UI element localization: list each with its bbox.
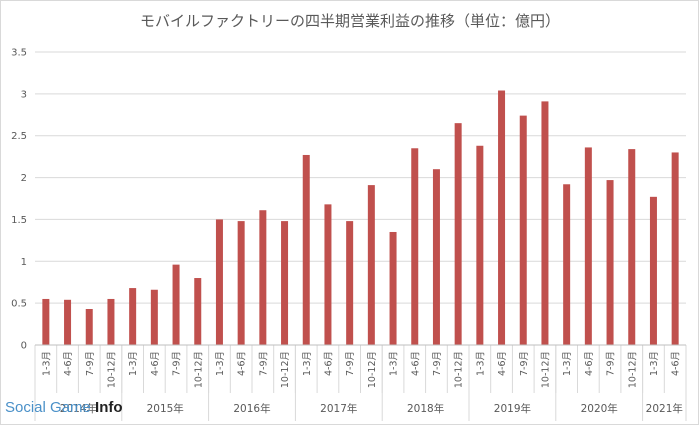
- x-category-label: 1-3月: [649, 351, 660, 376]
- bar: [389, 231, 397, 345]
- bar: [259, 210, 267, 345]
- bar: [628, 149, 636, 345]
- bar: [671, 152, 679, 345]
- bar: [281, 221, 289, 345]
- x-category-label: 4-6月: [671, 351, 682, 376]
- x-category-label: 1-3月: [41, 351, 52, 376]
- y-tick-label: 3: [21, 89, 27, 100]
- x-category-label: 4-6月: [410, 351, 421, 376]
- x-year-label: 2020年: [581, 402, 618, 415]
- y-tick-label: 2.5: [11, 131, 27, 142]
- y-tick-label: 2: [21, 173, 27, 184]
- bar: [563, 184, 571, 345]
- x-category-label: 7-9月: [85, 351, 96, 376]
- bar: [541, 101, 549, 346]
- bar: [237, 221, 245, 345]
- x-category-label: 7-9月: [606, 351, 617, 376]
- bar: [194, 278, 202, 345]
- bar: [454, 123, 462, 346]
- x-year-label: 2017年: [320, 402, 357, 415]
- bar: [606, 180, 614, 345]
- x-category-label: 7-9月: [172, 351, 183, 376]
- x-category-label: 4-6月: [323, 351, 334, 376]
- chart-title: モバイルファクトリーの四半期営業利益の推移（単位：億円）: [140, 12, 560, 30]
- watermark-logo: Social Game Info: [5, 399, 123, 416]
- x-category-label: 1-3月: [562, 351, 573, 376]
- x-category-label: 7-9月: [432, 351, 443, 376]
- x-year-label: 2014年: [60, 402, 97, 415]
- x-category-label: 10-12月: [540, 351, 551, 388]
- x-category-label: 7-9月: [258, 351, 269, 376]
- bar: [519, 115, 527, 345]
- y-tick-label: 0: [21, 341, 27, 352]
- x-category-label: 10-12月: [280, 351, 291, 388]
- bars: [42, 90, 679, 346]
- bar: [411, 148, 419, 345]
- bar: [302, 154, 310, 345]
- bar: [85, 309, 93, 345]
- bar: [324, 204, 332, 345]
- x-category-label: 7-9月: [519, 351, 530, 376]
- x-year-label: 2018年: [407, 402, 444, 415]
- watermark-text: Social Game: [5, 399, 96, 416]
- bar: [172, 264, 180, 345]
- x-category-label: 1-3月: [128, 351, 139, 376]
- y-axis-ticks: 0 0.5 1 1.5 2 2.5 3 3.5: [11, 48, 27, 352]
- bar: [346, 221, 354, 345]
- x-category-label: 4-6月: [584, 351, 595, 376]
- x-category-label: 4-6月: [237, 351, 248, 376]
- x-category-label: 10-12月: [193, 351, 204, 388]
- x-category-label: 10-12月: [106, 351, 117, 388]
- y-tick-label: 3.5: [11, 48, 27, 59]
- bar: [107, 298, 115, 345]
- grid-lines: [35, 51, 686, 346]
- x-category-label: 4-6月: [150, 351, 161, 376]
- bar: [498, 90, 506, 345]
- x-year-label: 2021年: [646, 402, 683, 415]
- x-axis: 1-3月 4-6月 7-9月 10-12月 1-3月 4-6月 7-9月 10-12月 1-3月…: [34, 344, 687, 421]
- x-category-label: 1-3月: [215, 351, 226, 376]
- bar: [476, 145, 484, 345]
- bar: [584, 147, 592, 345]
- x-category-label: 10-12月: [367, 351, 378, 388]
- x-category-label: 4-6月: [63, 351, 74, 376]
- bar: [150, 289, 158, 345]
- y-tick-label: 1.5: [11, 215, 27, 226]
- x-category-label: 4-6月: [497, 351, 508, 376]
- x-category-label: 10-12月: [454, 351, 465, 388]
- x-year-label: 2015年: [147, 402, 184, 415]
- x-year-label: 2016年: [233, 402, 270, 415]
- x-category-label: 1-3月: [302, 351, 313, 376]
- bar: [215, 219, 223, 345]
- x-category-label: 10-12月: [627, 351, 638, 388]
- x-year-label: 2019年: [494, 402, 531, 415]
- y-tick-label: 1: [21, 257, 27, 268]
- bar: [64, 299, 72, 345]
- x-category-label: 1-3月: [389, 351, 400, 376]
- y-tick-label: 0.5: [11, 299, 27, 310]
- watermark-bold: Info: [95, 399, 123, 416]
- bar: [432, 169, 440, 345]
- bar: [367, 185, 375, 345]
- x-category-label: 1-3月: [475, 351, 486, 376]
- bar: [129, 288, 137, 345]
- x-category-label: 7-9月: [345, 351, 356, 376]
- bar: [649, 196, 657, 345]
- bar: [42, 298, 50, 345]
